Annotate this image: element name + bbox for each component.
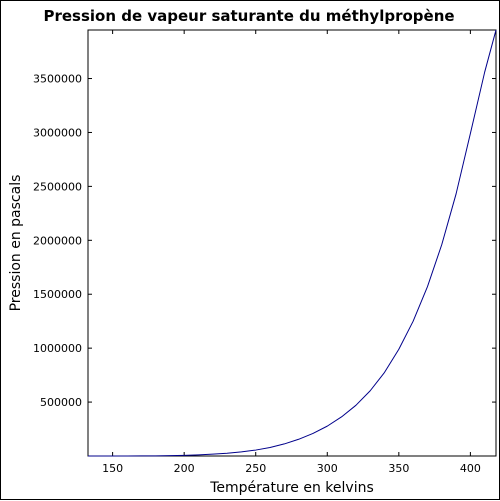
x-tick-label: 250 — [245, 462, 266, 475]
chart-title: Pression de vapeur saturante du méthylpr… — [43, 7, 454, 25]
y-tick-label: 3000000 — [33, 126, 82, 139]
x-axis: 150 200 250 300 350 400 — [102, 30, 481, 475]
y-axis-label: Pression en pascals — [8, 175, 24, 312]
y-tick-label: 500000 — [40, 396, 82, 409]
x-tick-label: 400 — [460, 462, 481, 475]
y-tick-label: 1000000 — [33, 342, 82, 355]
plot-area — [87, 29, 497, 457]
y-axis: 500000 1000000 1500000 2000000 2500000 300000… — [33, 73, 496, 409]
x-tick-label: 150 — [102, 462, 123, 475]
y-tick-label: 1500000 — [33, 288, 82, 301]
x-tick-label: 350 — [388, 462, 409, 475]
x-tick-label: 200 — [174, 462, 195, 475]
x-tick-label: 300 — [317, 462, 338, 475]
y-tick-label: 3500000 — [33, 73, 82, 86]
y-tick-label: 2000000 — [33, 234, 82, 247]
x-axis-label: Température en kelvins — [209, 480, 374, 496]
series-line-0 — [88, 29, 497, 457]
series-layer — [88, 29, 497, 457]
y-tick-label: 2500000 — [33, 180, 82, 193]
